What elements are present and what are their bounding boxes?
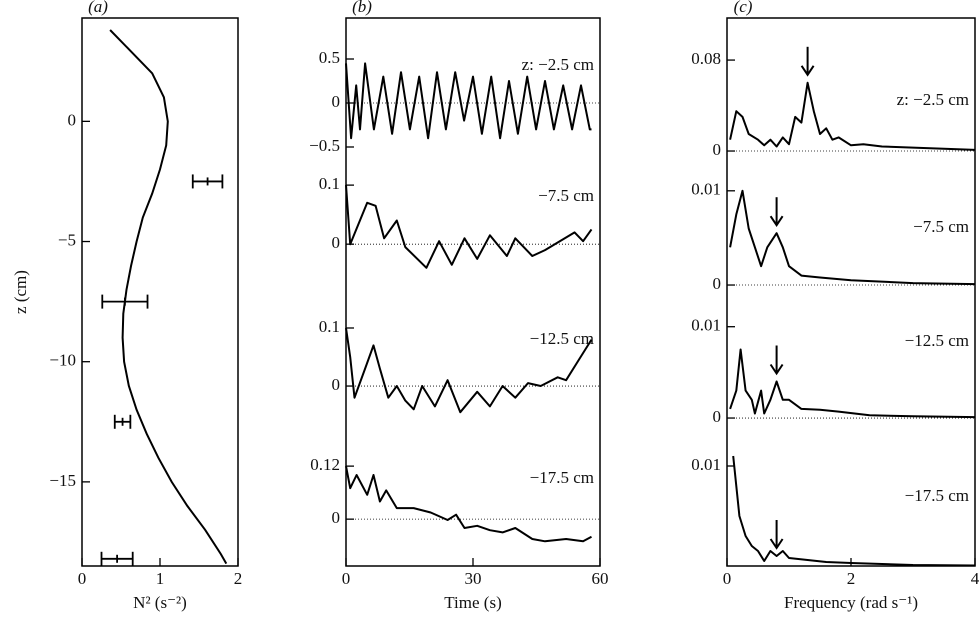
peak-arrow [769, 197, 784, 228]
y-tick-label: 0 [68, 110, 77, 129]
series-line [345, 327, 593, 414]
arrow-head [769, 363, 784, 376]
series-line [732, 455, 976, 567]
annotation: z: −2.5 cm [522, 55, 594, 74]
x-tick-label: 60 [592, 569, 609, 588]
annotation: −12.5 cm [530, 329, 594, 348]
y-tick-label: 0 [713, 140, 722, 159]
y-tick-label: 0 [713, 407, 722, 426]
y-tick-label: 0.1 [319, 317, 340, 336]
y-tick-label: 0.5 [319, 48, 340, 67]
y-tick-label: −15 [49, 471, 76, 490]
arrow-head [800, 65, 815, 77]
y-tick-label: 0.01 [691, 180, 721, 199]
x-tick-label: 1 [156, 569, 165, 588]
annotation: −12.5 cm [905, 331, 969, 350]
y-tick-label: 0.08 [691, 49, 721, 68]
panel-a-frame [81, 17, 239, 567]
y-tick-label: 0 [332, 92, 341, 111]
peak-arrow [769, 345, 784, 376]
error-bar [113, 414, 132, 429]
annotation: −7.5 cm [913, 217, 969, 236]
panel-label: (b) [352, 0, 372, 16]
y-tick-label: −5 [58, 230, 76, 249]
y-tick-label: 0.01 [691, 455, 721, 474]
x-tick-label: 2 [234, 569, 243, 588]
series-line [345, 62, 592, 140]
error-bar [191, 174, 224, 189]
x-tick-label: 0 [342, 569, 351, 588]
series-line [729, 189, 976, 286]
arrow-head [769, 215, 784, 228]
profile-line [109, 29, 228, 565]
y-tick-label: 0 [713, 274, 722, 293]
series-line [345, 185, 593, 269]
x-axis-label: N² (s⁻²) [133, 593, 187, 612]
y-tick-label: 0.01 [691, 316, 721, 335]
x-tick-label: 30 [465, 569, 482, 588]
series-line [345, 465, 592, 543]
x-tick-label: 0 [723, 569, 732, 588]
annotation: −17.5 cm [905, 486, 969, 505]
peak-arrow [800, 46, 815, 77]
y-tick-label: −0.5 [309, 136, 340, 155]
x-axis-label: Frequency (rad s⁻¹) [784, 593, 918, 612]
peak-arrow [769, 520, 784, 550]
y-axis-label: z (cm) [11, 270, 30, 314]
y-tick-label: −10 [49, 351, 76, 370]
x-tick-label: 2 [847, 569, 856, 588]
error-bar [101, 294, 149, 309]
y-tick-label: 0 [332, 233, 341, 252]
series-line [729, 348, 976, 419]
annotation: −7.5 cm [538, 186, 594, 205]
x-axis-label: Time (s) [444, 593, 501, 612]
y-tick-label: 0.1 [319, 174, 340, 193]
x-tick-label: 4 [971, 569, 980, 588]
annotation: z: −2.5 cm [897, 90, 969, 109]
series-line [729, 81, 976, 151]
error-bar [100, 551, 134, 566]
x-tick-label: 0 [78, 569, 87, 588]
y-tick-label: 0 [332, 375, 341, 394]
arrow-head [769, 538, 784, 550]
y-tick-label: 0 [332, 508, 341, 527]
panel-label: (a) [88, 0, 108, 16]
y-tick-label: 0.12 [310, 455, 340, 474]
annotation: −17.5 cm [530, 468, 594, 487]
panel-label: (c) [734, 0, 753, 16]
